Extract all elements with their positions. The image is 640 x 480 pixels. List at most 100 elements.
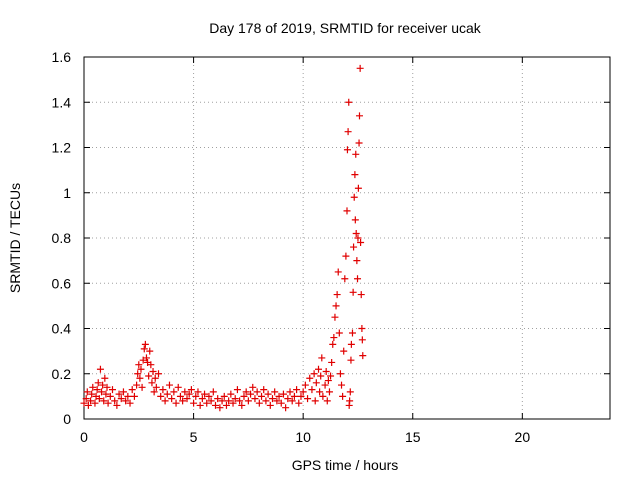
- data-point: [196, 401, 204, 409]
- data-point: [277, 399, 285, 407]
- data-point: [104, 399, 112, 407]
- data-point: [338, 381, 346, 389]
- data-point: [117, 395, 125, 403]
- data-point: [134, 370, 142, 378]
- data-point: [258, 392, 266, 400]
- data-point: [218, 397, 226, 405]
- data-point: [91, 399, 99, 407]
- data-point: [147, 361, 155, 369]
- data-point: [275, 392, 283, 400]
- data-point: [240, 392, 248, 400]
- data-point: [336, 370, 344, 378]
- data-point: [297, 392, 305, 400]
- data-point: [140, 345, 148, 353]
- data-point: [101, 374, 109, 382]
- data-point: [212, 401, 219, 409]
- data-point: [288, 397, 296, 405]
- data-point: [341, 275, 349, 283]
- data-point: [312, 379, 320, 387]
- data-point: [220, 392, 228, 400]
- data-point: [260, 386, 268, 394]
- data-point: [286, 388, 294, 396]
- data-point: [353, 257, 361, 265]
- data-point: [93, 386, 101, 394]
- data-point: [142, 354, 150, 362]
- y-axis: 0 0.2 0.4 0.6 0.8 1 1.2 1.4 1.6: [52, 49, 610, 427]
- data-point: [346, 397, 354, 405]
- data-point: [159, 386, 167, 394]
- data-point: [327, 372, 335, 380]
- data-point: [244, 397, 252, 405]
- data-point: [231, 395, 239, 403]
- y-tick-label: 0.6: [52, 275, 72, 291]
- data-point: [329, 340, 337, 348]
- data-point: [102, 390, 110, 398]
- data-point: [345, 98, 353, 106]
- data-point: [179, 397, 187, 405]
- data-point: [192, 392, 200, 400]
- x-tick-label: 0: [80, 429, 88, 445]
- data-point: [247, 390, 255, 398]
- data-point: [146, 347, 154, 355]
- data-point: [358, 336, 366, 344]
- data-point: [356, 64, 364, 72]
- data-point: [185, 390, 193, 398]
- data-point: [100, 397, 108, 405]
- data-point: [161, 397, 169, 405]
- data-point: [348, 329, 356, 337]
- data-point: [251, 395, 259, 403]
- data-point: [335, 329, 343, 337]
- data-point: [325, 388, 333, 396]
- data-point: [306, 374, 314, 382]
- data-point: [346, 388, 354, 396]
- data-point: [214, 395, 222, 403]
- data-point: [318, 354, 326, 362]
- data-point: [84, 401, 92, 409]
- data-point: [324, 377, 332, 385]
- x-axis: 0 5 10 15 20: [80, 57, 530, 445]
- data-point: [111, 397, 119, 405]
- plot-frame: [83, 56, 611, 420]
- data-point: [357, 291, 365, 299]
- y-tick-label: 0: [63, 411, 71, 427]
- data-point: [137, 365, 145, 373]
- data-point: [340, 347, 348, 355]
- data-point: [83, 388, 91, 396]
- data-point: [323, 397, 331, 405]
- data-point: [201, 390, 209, 398]
- data-point: [350, 193, 358, 201]
- data-point: [301, 381, 309, 389]
- data-point: [88, 390, 96, 398]
- data-point: [354, 275, 362, 283]
- data-point: [148, 379, 156, 387]
- data-point: [322, 367, 330, 375]
- data-point: [108, 386, 116, 394]
- data-point: [344, 128, 352, 136]
- data-point: [295, 399, 303, 407]
- data-point: [183, 395, 191, 403]
- data-point: [358, 325, 366, 332]
- data-point: [174, 383, 182, 391]
- data-point: [82, 395, 90, 403]
- data-point: [222, 401, 230, 409]
- y-tick-label: 0.2: [52, 366, 72, 382]
- data-point: [115, 390, 123, 398]
- data-point: [282, 404, 290, 412]
- x-tick-label: 20: [515, 429, 531, 445]
- data-point: [203, 399, 211, 407]
- data-point: [216, 404, 224, 412]
- data-point: [209, 388, 217, 396]
- data-point: [150, 388, 158, 396]
- x-tick-label: 10: [295, 429, 311, 445]
- data-point: [170, 388, 178, 396]
- data-point: [190, 399, 198, 407]
- data-point: [317, 372, 325, 380]
- data-point: [225, 397, 233, 405]
- data-point: [334, 268, 342, 276]
- data-point: [310, 370, 318, 378]
- data-point: [106, 392, 114, 400]
- data-point: [262, 397, 270, 405]
- data-point: [80, 399, 88, 407]
- data-point: [130, 392, 138, 400]
- data-point: [98, 388, 106, 396]
